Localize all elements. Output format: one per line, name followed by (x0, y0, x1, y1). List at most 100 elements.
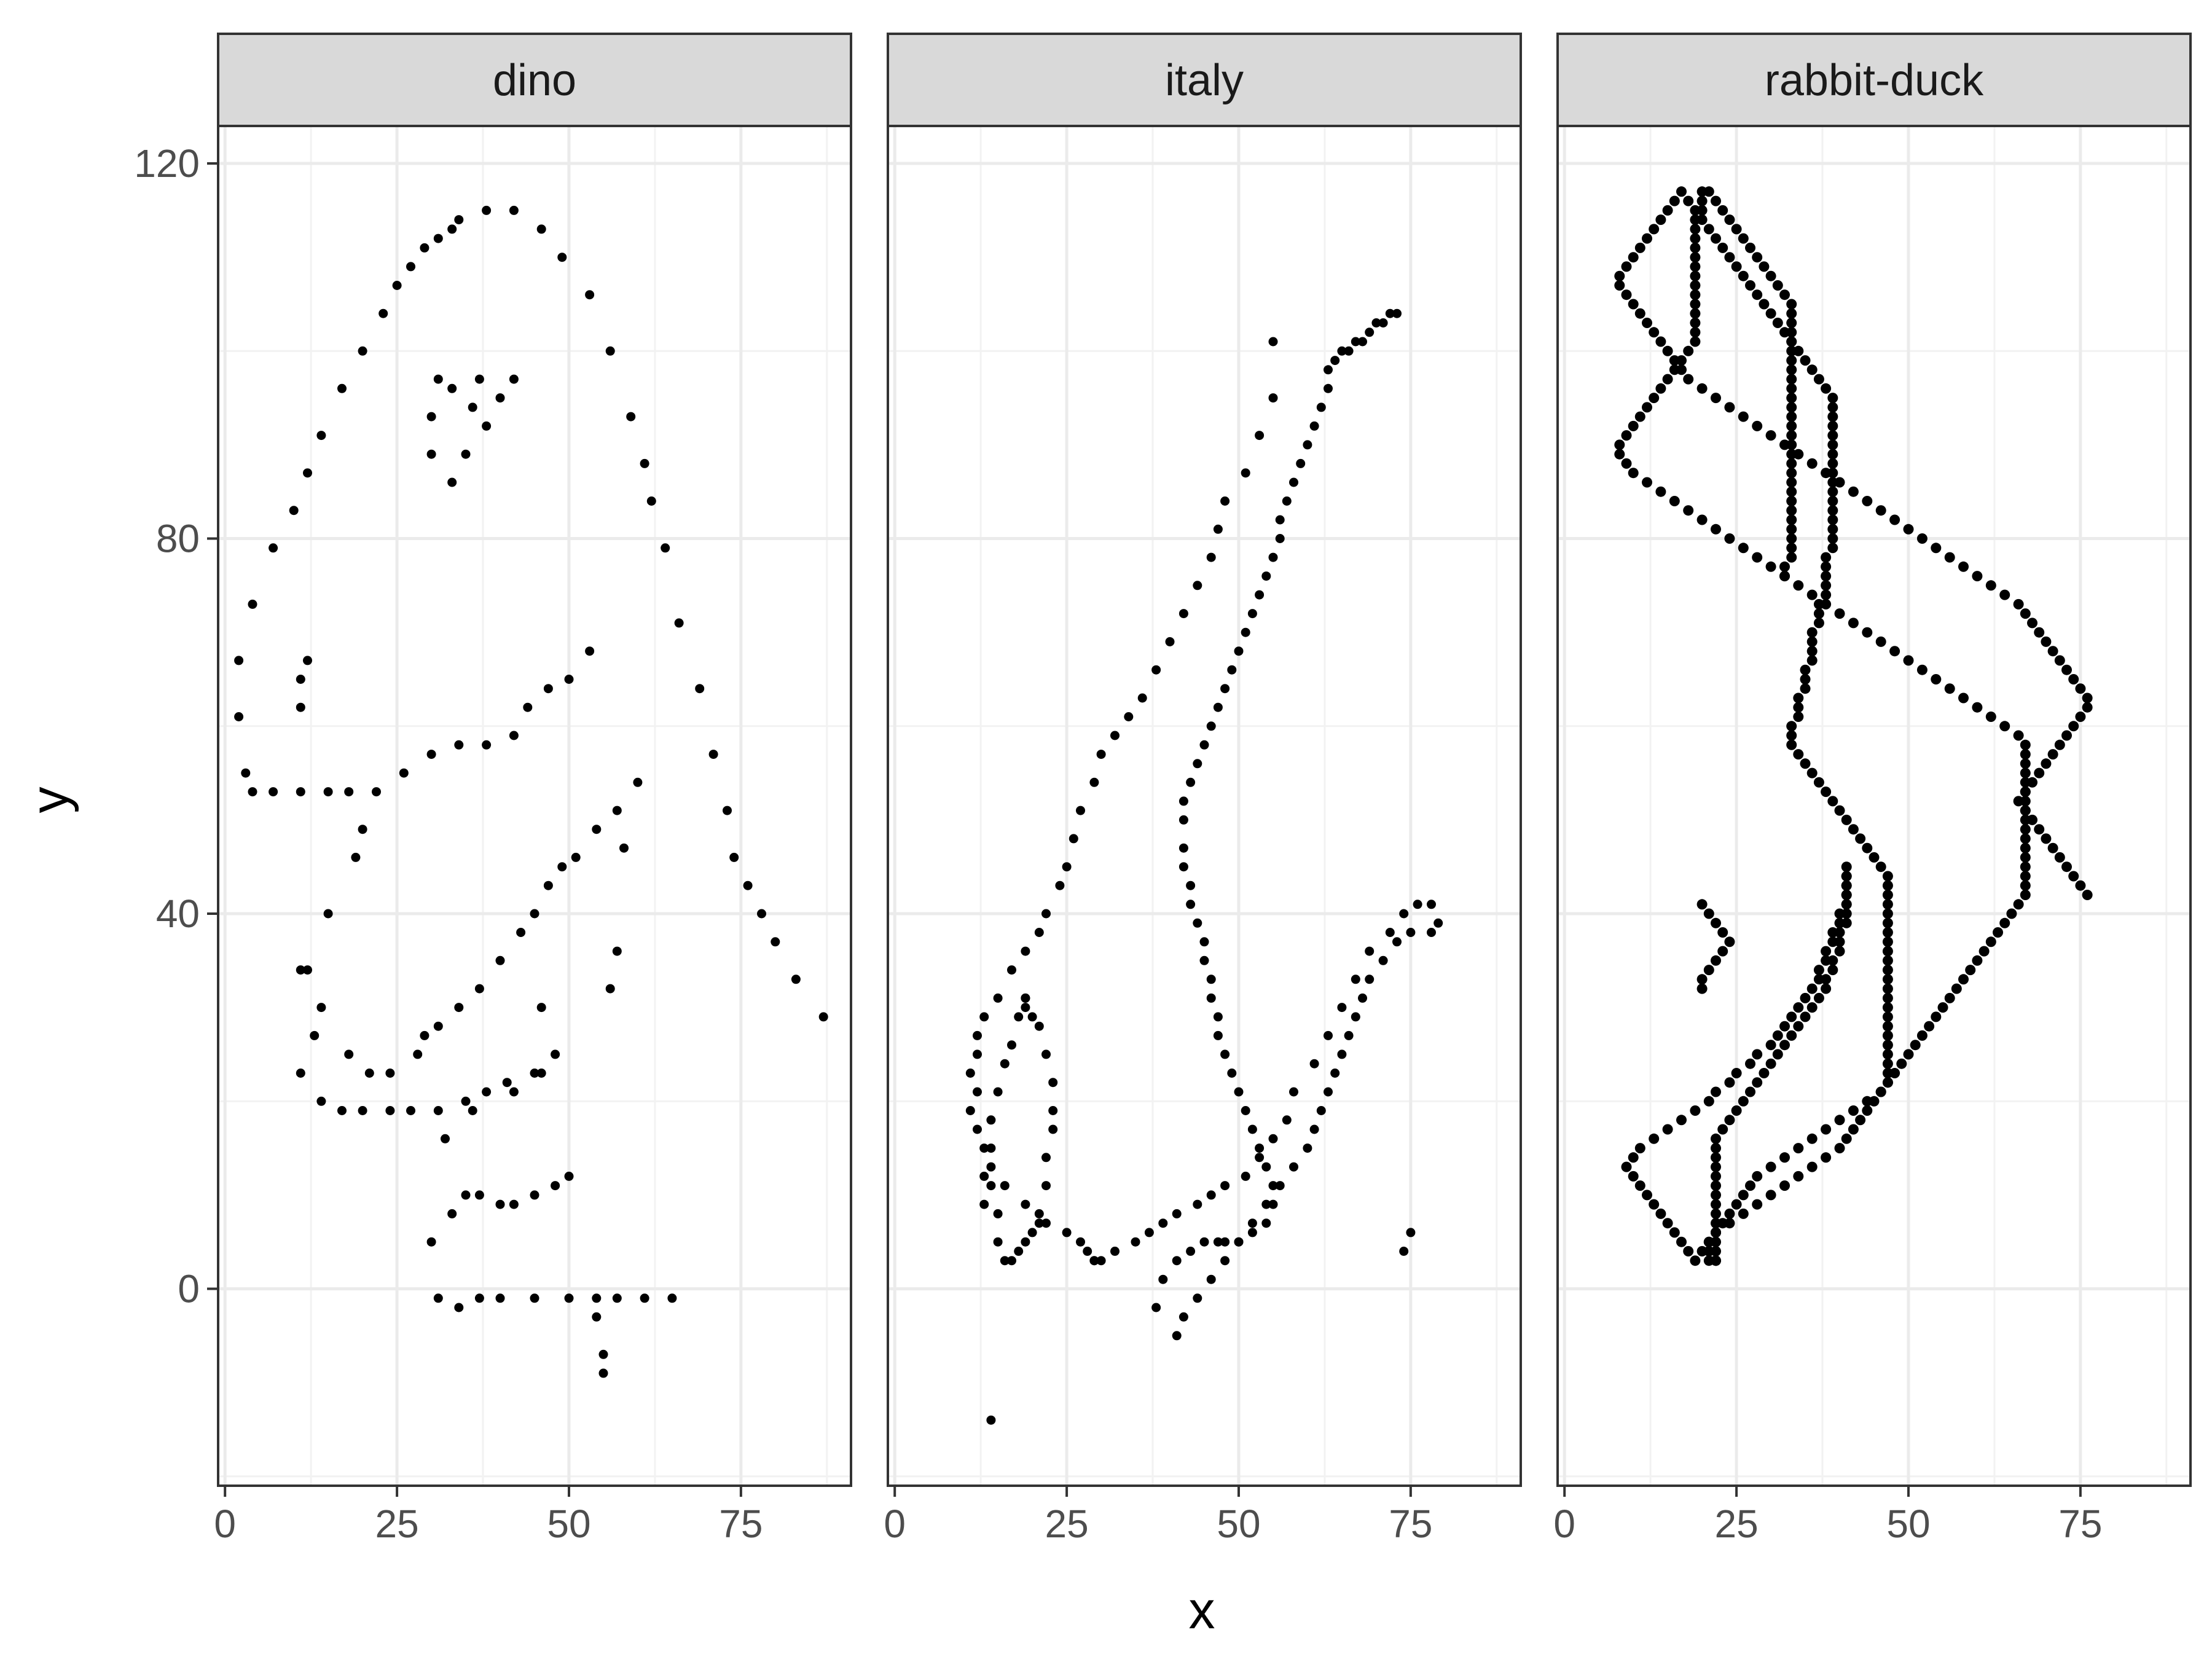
data-point (1779, 1152, 1790, 1163)
data-point (1806, 655, 1818, 666)
data-point (420, 1030, 429, 1040)
data-point (1882, 1058, 1893, 1069)
data-point (1000, 1181, 1010, 1191)
data-point (1213, 702, 1223, 712)
data-point (1752, 420, 1763, 431)
data-point (1227, 1069, 1237, 1078)
data-point (1255, 590, 1265, 600)
data-point (1358, 993, 1367, 1003)
data-point (1268, 1181, 1278, 1191)
data-point (1806, 767, 1818, 779)
data-point (1813, 618, 1824, 629)
data-point (1662, 1124, 1673, 1135)
data-point (1779, 1180, 1790, 1191)
data-point (1779, 439, 1790, 450)
data-point (454, 1003, 464, 1013)
data-point (1793, 702, 1804, 713)
data-point (1882, 1040, 1893, 1051)
data-point (509, 205, 519, 215)
data-point (979, 1143, 989, 1153)
data-point (1841, 871, 1852, 882)
data-point (1738, 270, 1749, 281)
data-point (1041, 1153, 1051, 1163)
data-point (482, 740, 492, 750)
facet-strip-label: italy (1165, 56, 1244, 105)
data-point (482, 205, 492, 215)
data-point (2068, 871, 2079, 882)
facet-panel-italy: italy 0 25 50 75 (884, 33, 1522, 1546)
data-point (1937, 1002, 1948, 1013)
data-point (337, 383, 347, 393)
data-point (337, 1106, 347, 1115)
data-point (474, 1190, 484, 1200)
data-point (1034, 1209, 1044, 1218)
data-point (1007, 1256, 1016, 1266)
data-point (1841, 814, 1852, 825)
data-point (1800, 683, 1811, 694)
data-point (468, 1106, 477, 1115)
data-point (495, 955, 505, 965)
facet-strip-label: rabbit-duck (1765, 56, 1984, 105)
data-point (1703, 965, 1714, 976)
data-point (1234, 1237, 1244, 1247)
data-point (1034, 1021, 1044, 1031)
data-point (1999, 917, 2010, 928)
data-point (979, 1171, 989, 1181)
data-point (1399, 1246, 1409, 1256)
data-point (1034, 928, 1044, 937)
data-point (1827, 439, 1838, 450)
data-point (1821, 1124, 1832, 1135)
data-point (1882, 974, 1893, 985)
data-point (1827, 393, 1838, 404)
data-point (1916, 664, 1928, 675)
data-point (1241, 1171, 1250, 1181)
data-point (1731, 1068, 1742, 1078)
data-point (509, 1087, 519, 1097)
data-point (564, 1293, 574, 1303)
data-point (1186, 1246, 1196, 1256)
data-point (973, 1124, 982, 1134)
data-point (1889, 514, 1900, 525)
data-point (1268, 1134, 1278, 1143)
data-point (986, 1181, 996, 1191)
data-point (1786, 552, 1797, 563)
data-point (1358, 337, 1367, 347)
data-point (1882, 871, 1893, 882)
data-point (1821, 580, 1832, 591)
data-point (461, 1096, 471, 1106)
data-point (1365, 946, 1375, 956)
data-point (1882, 890, 1893, 900)
data-point (973, 1030, 982, 1040)
data-point (1199, 1237, 1209, 1247)
data-point (1330, 356, 1340, 366)
data-point (1324, 1030, 1333, 1040)
data-point (1000, 1059, 1010, 1069)
data-point (1062, 862, 1072, 872)
data-point (1690, 242, 1701, 253)
data-point (1827, 965, 1838, 976)
data-point (1724, 252, 1735, 263)
data-point (605, 984, 615, 994)
data-point (1958, 692, 1969, 704)
data-point (1041, 1218, 1051, 1228)
x-tick-label: 75 (2058, 1502, 2102, 1546)
data-point (1821, 561, 1832, 572)
data-point (296, 965, 305, 975)
data-point (1690, 1255, 1701, 1266)
data-point (1683, 1245, 1694, 1257)
data-point (344, 787, 354, 797)
data-point (1731, 1199, 1742, 1210)
y-axis-title: y (20, 787, 79, 814)
data-point (385, 1106, 395, 1115)
data-point (674, 618, 684, 628)
data-point (1371, 318, 1381, 327)
x-tick-label: 50 (1886, 1502, 1930, 1546)
data-point (1690, 261, 1701, 272)
data-point (1834, 1115, 1845, 1126)
data-point (1676, 364, 1687, 375)
data-point (474, 984, 484, 994)
data-point (1649, 393, 1660, 404)
data-point (1745, 242, 1755, 253)
data-point (358, 346, 367, 356)
points-italy (965, 308, 1443, 1425)
